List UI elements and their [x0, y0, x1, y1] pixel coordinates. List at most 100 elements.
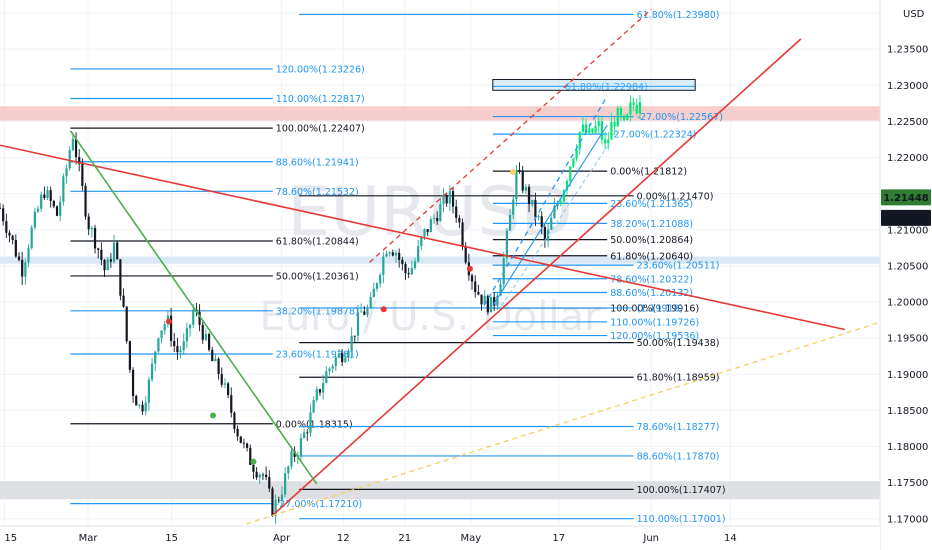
candle-body — [293, 451, 296, 457]
candle-body — [5, 221, 8, 233]
candle-body — [163, 324, 166, 331]
fib-level-label: 50.00%(1.20361) — [276, 271, 359, 282]
candle-body — [356, 312, 360, 336]
candle-body — [309, 412, 312, 433]
time-tick-label: 21 — [398, 533, 411, 544]
markers — [165, 168, 517, 465]
candle-body — [341, 353, 344, 363]
candle-body — [534, 199, 537, 218]
candle-body — [591, 128, 594, 133]
candle-body — [122, 295, 125, 307]
candle-body — [613, 121, 616, 127]
trend-line — [501, 146, 608, 306]
candle-body — [141, 404, 144, 412]
candle-body — [24, 262, 27, 277]
signal-marker — [209, 412, 216, 419]
fib-level-label: 38.20%(1.21088) — [610, 219, 693, 230]
candle-body — [394, 252, 398, 256]
candle-body — [182, 341, 185, 351]
signal-marker — [466, 265, 473, 272]
candle-body — [486, 295, 489, 313]
fib-level-label: -27.00%(1.17210) — [276, 499, 362, 510]
candle-body — [68, 150, 71, 169]
candle-body — [0, 208, 2, 209]
candle-body — [432, 217, 436, 220]
signal-marker — [165, 318, 172, 325]
price-axis: USD 1.17000 1.17500 1.18000 1.18500 1.19000 1… — [879, 0, 932, 550]
candle-body — [445, 195, 448, 204]
candle-body — [303, 432, 306, 438]
candle-body — [306, 432, 309, 434]
candle-body — [207, 333, 211, 350]
candle-body — [112, 242, 116, 262]
candle-body — [331, 366, 334, 369]
price-tick-label: 1.23000 — [887, 81, 928, 92]
candle-body — [116, 242, 119, 260]
time-tick-label: 12 — [337, 533, 350, 544]
candle-body — [71, 138, 74, 151]
candle-body — [458, 217, 461, 223]
candle-body — [211, 349, 214, 362]
candle-body — [616, 108, 619, 127]
candle-body — [119, 259, 122, 296]
candle-body — [638, 102, 642, 114]
candle-body — [46, 190, 49, 198]
fib-level-label: 78.60%(1.20322) — [610, 274, 693, 285]
candle-body — [451, 191, 455, 207]
candle-body — [622, 115, 626, 120]
candle-body — [455, 206, 458, 218]
candle-body — [242, 442, 246, 444]
candle-body — [192, 309, 195, 325]
candle-body — [223, 383, 227, 385]
fib-levels: 61.80%(1.23980) 120.00%(1.23226) 61.80%(1.… — [70, 10, 726, 525]
candle-body — [21, 259, 24, 277]
candle-body — [274, 499, 277, 516]
candle-body — [483, 295, 486, 305]
candle-body — [65, 168, 68, 177]
time-tick-label: Jun — [642, 533, 659, 544]
candle-body — [572, 158, 575, 167]
candle-body — [185, 328, 189, 342]
candle-body — [154, 351, 157, 364]
fib-level-label: 88.60%(1.20132) — [610, 288, 693, 299]
candle-body — [328, 368, 331, 372]
candle-body — [337, 353, 341, 358]
candle-body — [74, 138, 78, 158]
price-tick-label: 1.20500 — [887, 261, 928, 272]
candle-body — [375, 283, 379, 289]
fib-level-label: 110.00%(1.22817) — [276, 94, 365, 105]
price-tick-label: 1.23500 — [887, 45, 928, 56]
candle-body — [360, 311, 363, 313]
price-tick-label: 1.17500 — [887, 478, 928, 489]
price-tag-label: 1.21165 — [883, 213, 929, 224]
fib-level-label: 0.00%(1.21470) — [637, 191, 714, 202]
time-tick-label: May — [460, 533, 481, 544]
candle-body — [8, 232, 11, 236]
candle-body — [62, 176, 65, 202]
candle-body — [176, 346, 179, 353]
fib-level-label: 110.00%(1.17001) — [637, 514, 726, 525]
candle-body — [496, 295, 499, 306]
candle-body — [565, 180, 569, 191]
candle-body — [106, 259, 109, 271]
candle-body — [33, 211, 36, 228]
trend-line — [69, 130, 318, 485]
candle-body — [299, 437, 303, 456]
candle-body — [52, 201, 55, 207]
candle-body — [426, 229, 429, 233]
candle-body — [407, 273, 410, 275]
candle-body — [255, 471, 258, 478]
candle-body — [265, 474, 268, 478]
candle-body — [109, 259, 112, 262]
candle-body — [429, 219, 432, 233]
candle-body — [477, 292, 480, 295]
candle-body — [125, 306, 128, 342]
candle-body — [147, 379, 150, 403]
candle-body — [410, 268, 413, 275]
candle-body — [81, 163, 84, 186]
candle-body — [322, 382, 325, 393]
fib-level-label: -27.00%(1.22324) — [610, 130, 696, 141]
candle-body — [369, 297, 372, 308]
